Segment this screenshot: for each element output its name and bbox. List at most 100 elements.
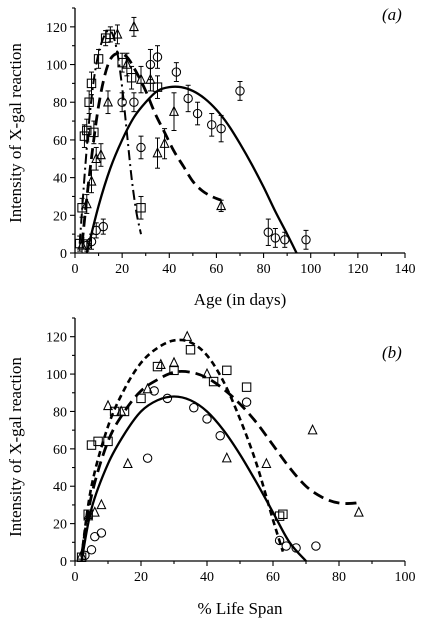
panel-b-y-tick-label: 120 bbox=[46, 331, 67, 346]
panel-a-square-point bbox=[126, 73, 137, 83]
panel-a-fit-curve-dashed bbox=[80, 51, 222, 244]
panel-a-circle-point bbox=[183, 93, 193, 104]
panel-a-x-tick-label: 40 bbox=[162, 262, 176, 277]
panel-a-y-tick-label: 40 bbox=[53, 172, 67, 187]
panel-a-circle-point bbox=[129, 97, 139, 107]
panel-a-y-tick-label: 80 bbox=[53, 96, 67, 111]
panel-a-x-tick-label: 60 bbox=[209, 262, 223, 277]
panel-b-x-tick-label: 100 bbox=[395, 570, 416, 585]
panel-a-triangle-point bbox=[135, 73, 147, 84]
panel-b-circle-point bbox=[281, 541, 291, 551]
panel-b-square-point bbox=[274, 511, 285, 521]
panel-a-triangle-point bbox=[86, 175, 97, 186]
panel-b-square-point bbox=[185, 345, 196, 355]
panel-a-triangle-point bbox=[81, 197, 92, 209]
panel-b-triangle-point bbox=[221, 451, 232, 463]
panel-a-circle-point bbox=[263, 227, 274, 237]
panel-b-circle-point bbox=[142, 453, 153, 463]
panel-a-circle-point bbox=[86, 236, 97, 247]
panel-a-y-tick-label: 100 bbox=[46, 59, 67, 74]
panel-a-triangle-point bbox=[145, 73, 156, 84]
panel-a-square-point bbox=[93, 54, 104, 64]
panel-a-y-tick-label: 60 bbox=[53, 134, 67, 149]
panel-b-triangle-point bbox=[116, 405, 127, 416]
panel-a-triangle-point bbox=[216, 199, 227, 211]
panel-a-chart: (a) Age (in days) Intensity of X-gal rea… bbox=[6, 5, 416, 309]
panel-a-triangle-point bbox=[159, 137, 170, 148]
panel-a-square-point bbox=[86, 78, 97, 89]
panel-b-triangle-point bbox=[353, 506, 364, 517]
panel-a-x-tick-label: 120 bbox=[347, 262, 368, 277]
panel-a-y-tick-label: 0 bbox=[60, 247, 67, 262]
panel-b-circle-point bbox=[215, 431, 225, 441]
panel-b-circle-point bbox=[96, 528, 107, 538]
panel-b-triangle-point bbox=[201, 367, 213, 379]
panel-b-x-tick-label: 20 bbox=[134, 570, 148, 585]
panel-b-x-tick-label: 80 bbox=[332, 570, 346, 585]
panel-b-circle-point bbox=[162, 393, 173, 404]
panel-b-x-tick-label: 40 bbox=[200, 570, 214, 585]
panel-a-fit-curve-solid bbox=[85, 85, 298, 254]
panel-b-fit-curve-dashed-short bbox=[80, 338, 285, 556]
panel-b-chart: (b) % Life Span Intensity of X-gal react… bbox=[6, 317, 416, 618]
panel-a-y-axis-label: Intensity of X-gal reaction bbox=[6, 43, 25, 223]
panel-a-x-tick-label: 100 bbox=[300, 262, 321, 277]
panel-b-triangle-point bbox=[122, 457, 133, 469]
panel-b-x-tick-label: 0 bbox=[72, 570, 79, 585]
panel-b-circle-point bbox=[80, 550, 90, 561]
panel-a-circle-point bbox=[216, 123, 226, 134]
panel-b-triangle-point bbox=[307, 423, 318, 435]
panel-b-square-point bbox=[103, 436, 113, 447]
panel-a-square-point bbox=[152, 82, 163, 92]
panel-a-circle-point bbox=[280, 235, 290, 245]
panel-a-triangle-point bbox=[112, 28, 123, 39]
panel-a-circle-point bbox=[235, 86, 245, 96]
panel-a-square-point bbox=[79, 131, 90, 141]
panel-a-circle-point bbox=[145, 59, 156, 70]
panel-b-triangle-point bbox=[102, 399, 114, 411]
panel-a-triangle-point bbox=[152, 146, 163, 158]
panel-a-y-tick-label: 120 bbox=[46, 21, 67, 36]
panel-a-circle-point bbox=[136, 142, 146, 153]
panel-a-triangle-point bbox=[121, 58, 132, 69]
panel-b-fit-curve-dashed bbox=[80, 369, 363, 556]
panel-b-circle-point bbox=[241, 397, 252, 407]
panel-b-triangle-point bbox=[83, 509, 94, 521]
panel-a-circle-point bbox=[91, 225, 101, 236]
panel-b-y-tick-label: 40 bbox=[53, 480, 67, 495]
panel-a-label: (a) bbox=[382, 5, 402, 24]
panel-b-square-point bbox=[278, 509, 288, 519]
panel-b-triangle-point bbox=[89, 506, 100, 517]
panel-b-circle-point bbox=[86, 545, 97, 555]
panel-b-square-point bbox=[241, 382, 252, 392]
panel-a-circle-point bbox=[270, 233, 281, 243]
panel-a-triangle-point bbox=[91, 152, 102, 163]
panel-b-circle-point bbox=[149, 386, 159, 396]
panel-b-circle-point bbox=[311, 541, 321, 551]
panel-b-x-tick-label: 60 bbox=[266, 570, 280, 585]
panel-b-circle-point bbox=[274, 535, 285, 546]
panel-b-y-tick-label: 60 bbox=[53, 443, 67, 458]
panel-b-square-point bbox=[93, 436, 103, 447]
panel-b-fit-curve-solid bbox=[80, 395, 307, 562]
panel-b-square-point bbox=[152, 361, 163, 372]
panel-a-fit-curve-dash-dot bbox=[78, 29, 142, 244]
panel-a-circle-point bbox=[98, 221, 109, 232]
panel-b-circle-point bbox=[202, 414, 212, 424]
panel-b-y-tick-label: 0 bbox=[60, 555, 67, 570]
panel-a-x-axis-label: Age (in days) bbox=[194, 290, 287, 309]
panel-a-square-point bbox=[89, 127, 99, 138]
panel-b-y-tick-label: 100 bbox=[46, 368, 67, 383]
panel-a-triangle-point bbox=[95, 148, 106, 160]
panel-a-circle-point bbox=[117, 97, 127, 107]
panel-b-triangle-point bbox=[261, 457, 272, 469]
panel-b-triangle-point bbox=[168, 356, 180, 368]
panel-a-x-tick-label: 80 bbox=[257, 262, 271, 277]
panel-b-square-point bbox=[222, 365, 232, 376]
panel-b-square-point bbox=[136, 393, 146, 404]
panel-a-triangle-point bbox=[102, 96, 114, 107]
panel-a-circle-point bbox=[206, 120, 217, 130]
panel-b-x-axis-label: % Life Span bbox=[198, 599, 283, 618]
panel-b-y-tick-label: 80 bbox=[53, 405, 67, 420]
